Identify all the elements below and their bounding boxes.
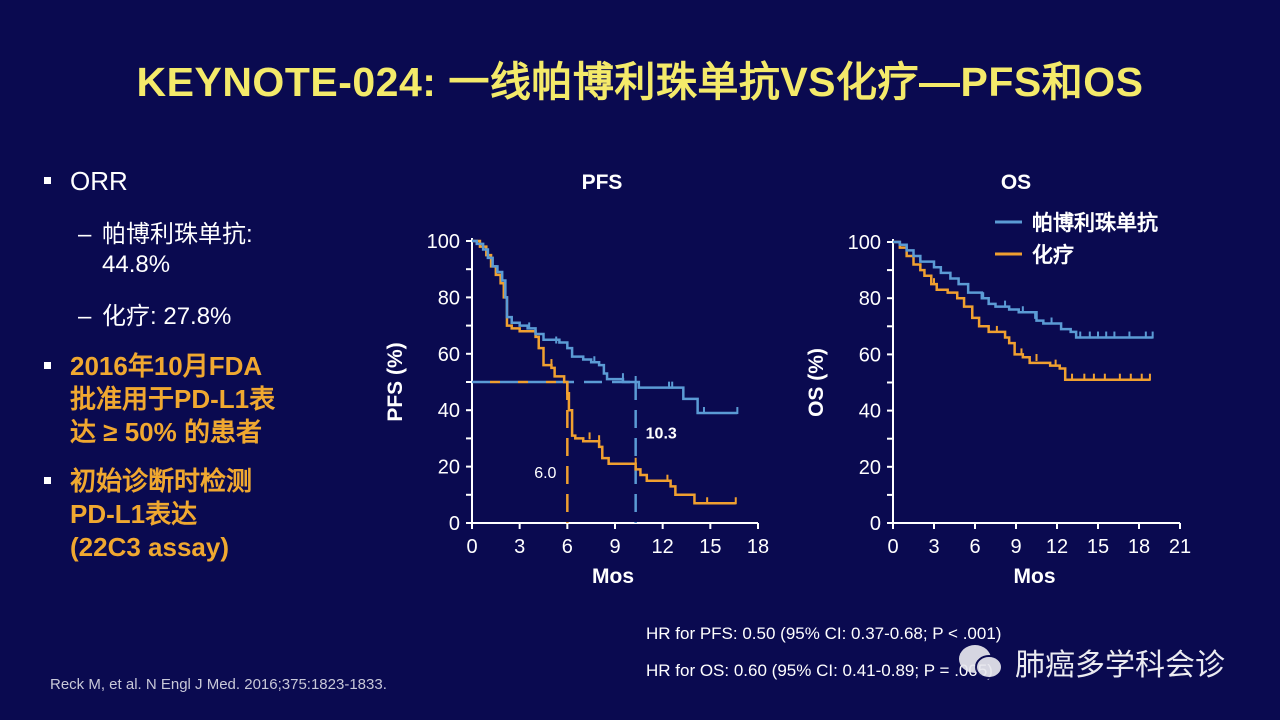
pembro-label: 帕博利珠单抗: [102,221,253,248]
x-axis-label: Mos [592,565,634,588]
bullet-orr: ORR [44,165,364,198]
bullet-marker [44,177,51,184]
dash: – [78,221,92,248]
median-label-chemo: 6.0 [534,465,556,482]
x-tick-label: 12 [1046,536,1068,558]
x-tick-label: 15 [699,536,721,558]
y-tick-label: 60 [438,344,460,366]
x-tick-label: 0 [466,536,477,558]
bullet-marker [44,362,51,369]
wechat-icon [959,645,1003,679]
x-tick-label: 3 [928,536,939,558]
hr-os: HR for OS: 0.60 (95% CI: 0.41-0.89; P = … [646,661,993,680]
orr-pembro: – 帕博利珠单抗: 44.8% [44,220,364,280]
x-tick-label: 21 [1169,536,1191,558]
x-axis-label: Mos [1014,565,1056,588]
test-line: (22C3 assay) [70,532,229,562]
y-tick-label: 40 [859,401,881,423]
watermark: 肺癌多学科会诊 [955,640,1225,684]
median-label-pembro: 10.3 [646,425,677,442]
dash: – [78,303,92,330]
y-axis-label: OS (%) [805,348,828,417]
y-tick-label: 20 [859,457,881,479]
orr-label: ORR [70,166,128,196]
y-tick-label: 40 [438,400,460,422]
test-line: 初始诊断时检测 [70,466,253,496]
chart-title: PFS [582,171,623,194]
y-tick-label: 0 [449,513,460,535]
y-tick-label: 100 [848,232,881,254]
y-tick-label: 60 [859,344,881,366]
y-axis-label: PFS (%) [384,342,407,421]
x-tick-label: 6 [562,536,573,558]
bullet-fda: 2016年10月FDA 批准用于PD-L1表达 ≥ 50% 的患者 [44,350,364,449]
fda-line: 2016年10月FDA [70,351,263,381]
x-tick-label: 15 [1087,536,1109,558]
km-curve-chemo [472,239,736,505]
y-tick-label: 20 [438,457,460,479]
bullet-test: 初始诊断时检测 PD-L1表达 (22C3 assay) [44,465,364,564]
chemo-label: 化疗: [102,303,157,330]
hr-pfs: HR for PFS: 0.50 (95% CI: 0.37-0.68; P <… [646,624,1002,643]
x-tick-label: 0 [887,536,898,558]
x-tick-label: 3 [514,536,525,558]
bullet-marker [44,477,51,484]
x-tick-label: 9 [1010,536,1021,558]
slide-title: KEYNOTE-024: 一线帕博利珠单抗VS化疗—PFS和OS [136,59,1144,105]
reference: Reck M, et al. N Engl J Med. 2016;375:18… [50,676,387,693]
y-tick-label: 80 [438,287,460,309]
km-curve-pembro [893,240,1153,339]
orr-chemo: – 化疗: 27.8% [44,302,364,332]
x-tick-label: 12 [652,536,674,558]
x-tick-label: 18 [1128,536,1150,558]
legend-label: 帕博利珠单抗 [1032,211,1158,235]
bullet-list: ORR – 帕博利珠单抗: 44.8% – 化疗: 27.8% 2016年10月FDA… [44,165,364,564]
fda-line: 达 ≥ 50% 的患者 [70,417,262,447]
chart-title: OS [1001,171,1031,194]
y-tick-label: 100 [427,231,460,253]
pembro-value: 44.8% [102,251,171,278]
y-tick-label: 0 [870,513,881,535]
x-tick-label: 18 [747,536,769,558]
y-tick-label: 80 [859,288,881,310]
fda-line: 批准用于PD-L1表 [70,384,276,414]
watermark-text: 肺癌多学科会诊 [1015,649,1225,682]
test-line: PD-L1表达 [70,499,198,529]
chemo-value: 27.8% [163,303,232,330]
x-tick-label: 9 [609,536,620,558]
x-tick-label: 6 [969,536,980,558]
legend-label: 化疗 [1032,243,1074,267]
